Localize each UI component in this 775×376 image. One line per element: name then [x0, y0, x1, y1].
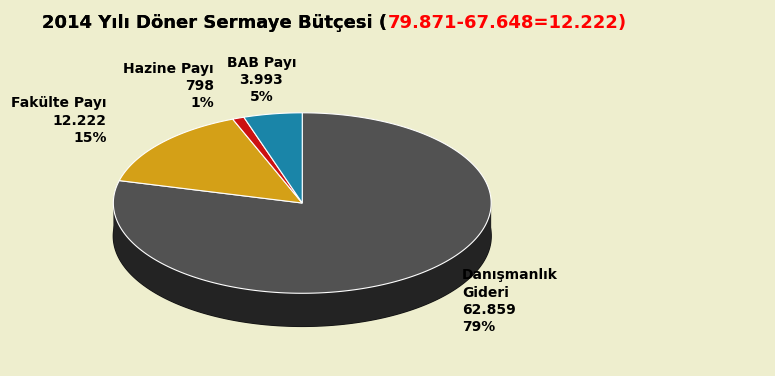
- Polygon shape: [113, 203, 491, 326]
- Polygon shape: [232, 117, 302, 203]
- Polygon shape: [119, 119, 302, 203]
- Text: Fakülte Payı
12.222
15%: Fakülte Payı 12.222 15%: [11, 96, 107, 145]
- Text: 79.871-67.648=12.222): 79.871-67.648=12.222): [388, 14, 627, 32]
- Polygon shape: [113, 113, 491, 293]
- Text: Hazine Payı
798
1%: Hazine Payı 798 1%: [123, 62, 214, 110]
- Polygon shape: [244, 113, 302, 203]
- Text: 2014 Yılı Döner Sermaye Bütçesi (: 2014 Yılı Döner Sermaye Bütçesi (: [43, 14, 388, 32]
- Text: Danışmanlık
Gideri
62.859
79%: Danışmanlık Gideri 62.859 79%: [462, 268, 558, 334]
- Text: BAB Payı
3.993
5%: BAB Payı 3.993 5%: [227, 56, 296, 105]
- Text: 2014 Yılı Döner Sermaye Bütçesi (79.871-67.648=12.222): 2014 Yılı Döner Sermaye Bütçesi (79.871-…: [95, 14, 680, 32]
- Polygon shape: [113, 146, 491, 326]
- Text: 2014 Yılı Döner Sermaye Bütçesi (: 2014 Yılı Döner Sermaye Bütçesi (: [43, 14, 388, 32]
